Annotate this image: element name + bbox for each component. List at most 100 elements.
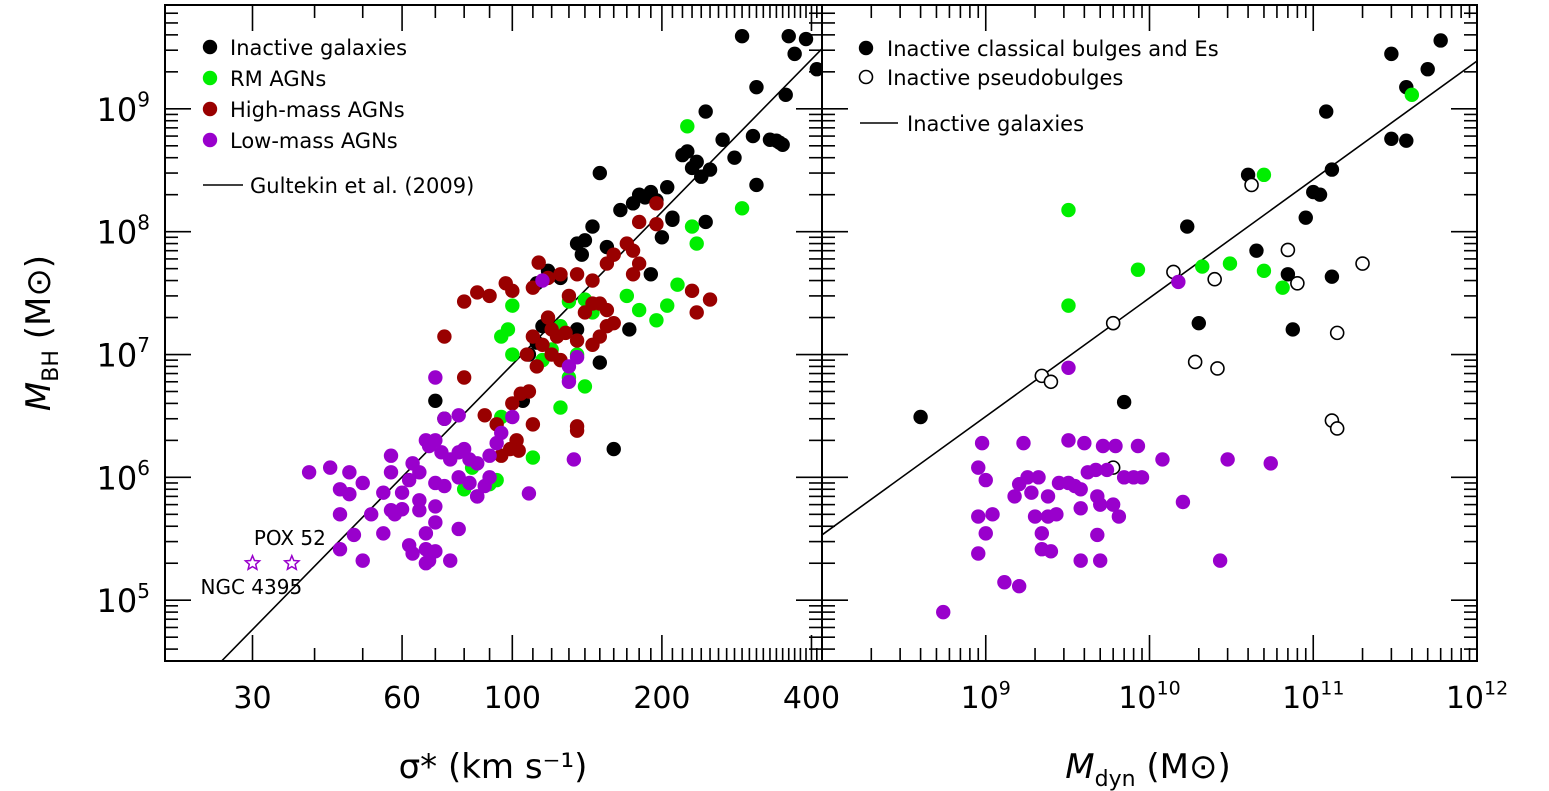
left-x-axis-label: σ* (km s⁻¹) [399,747,588,787]
data-point [1007,489,1022,504]
data-point [418,556,434,571]
data-point [456,370,472,385]
data-point [1195,259,1210,274]
data-point [1061,298,1076,313]
right-legend: Inactive classical bulges and Es Inactive… [858,37,1219,136]
data-point [482,288,497,304]
data-point [577,379,593,394]
legend-label: High-mass AGNs [230,98,405,122]
data-point [428,515,443,530]
data-point [1399,133,1414,148]
data-point [1034,526,1050,541]
data-point [734,201,750,216]
data-point [529,359,544,374]
data-point [376,526,391,541]
data-point [1433,33,1448,48]
data-point [553,267,568,282]
data-point [585,273,600,288]
data-point [1244,177,1259,193]
data-point [1088,462,1104,478]
data-point [585,337,600,352]
data-point [1256,263,1272,279]
data-point [1024,485,1039,500]
data-point [631,256,647,271]
data-point [997,575,1012,590]
data-point [531,255,546,270]
data-point [649,196,664,211]
data-point [535,337,550,352]
special-point-label: POX 52 [254,526,326,550]
data-point [781,29,796,44]
data-point [1073,553,1088,568]
data-point [654,230,670,245]
data-point [355,475,370,491]
legend-label: Gultekin et al. (2009) [250,174,474,198]
right-points [913,33,1448,620]
data-point [613,202,628,218]
data-point [694,169,709,184]
data-point [569,350,585,365]
data-point [405,456,420,471]
data-point [443,553,458,568]
data-point [505,347,520,362]
data-point [698,104,713,119]
data-point [1093,497,1108,512]
data-point [643,267,659,282]
special-star-point [282,553,301,571]
data-point [1040,489,1056,504]
data-point [649,313,664,328]
data-point [342,465,357,480]
data-point [470,285,485,300]
data-point [1061,202,1076,218]
data-point [1077,435,1092,451]
data-point [1285,322,1300,337]
legend-label: Inactive pseudobulges [887,66,1123,90]
legend-label: Low-mass AGNs [230,129,398,153]
data-point [1099,462,1115,478]
data-point [698,214,713,230]
data-point [1329,325,1345,341]
data-point [1187,354,1203,370]
data-point [505,396,520,411]
x-tick-label: 60 [383,681,421,716]
data-point [505,409,520,425]
legend-marker [202,70,218,86]
legend-marker [858,69,874,85]
data-point [332,542,348,557]
data-point [1207,271,1222,287]
left-y-tick-labels: 105 106 107 108 109 [97,87,150,620]
data-point [482,470,497,485]
data-point [1043,374,1059,390]
fit-line [822,60,1477,536]
data-point [1263,456,1278,471]
data-point [1130,262,1146,277]
data-point [1061,475,1076,491]
data-point [418,433,434,448]
data-point [434,445,449,460]
y-tick-label: 105 [97,579,150,620]
data-point [1329,421,1345,436]
data-point [519,347,535,362]
x-tick-label: 1010 [1118,678,1180,717]
data-point [1319,104,1334,119]
data-point [301,465,317,480]
special-point-label: NGC 4395 [200,575,302,599]
data-point [985,507,1000,522]
data-point [494,329,509,344]
data-point [649,217,664,232]
data-point [428,393,443,408]
data-point [715,132,730,147]
data-point [428,499,443,514]
data-point [1049,507,1064,522]
data-point [553,400,568,415]
data-point [569,333,585,348]
data-point [1171,274,1186,290]
data-point [535,273,550,288]
data-point [625,196,641,211]
data-point [437,411,452,426]
data-point [383,503,399,518]
data-point [428,370,443,385]
data-point [1130,438,1146,454]
data-point [1275,280,1290,295]
